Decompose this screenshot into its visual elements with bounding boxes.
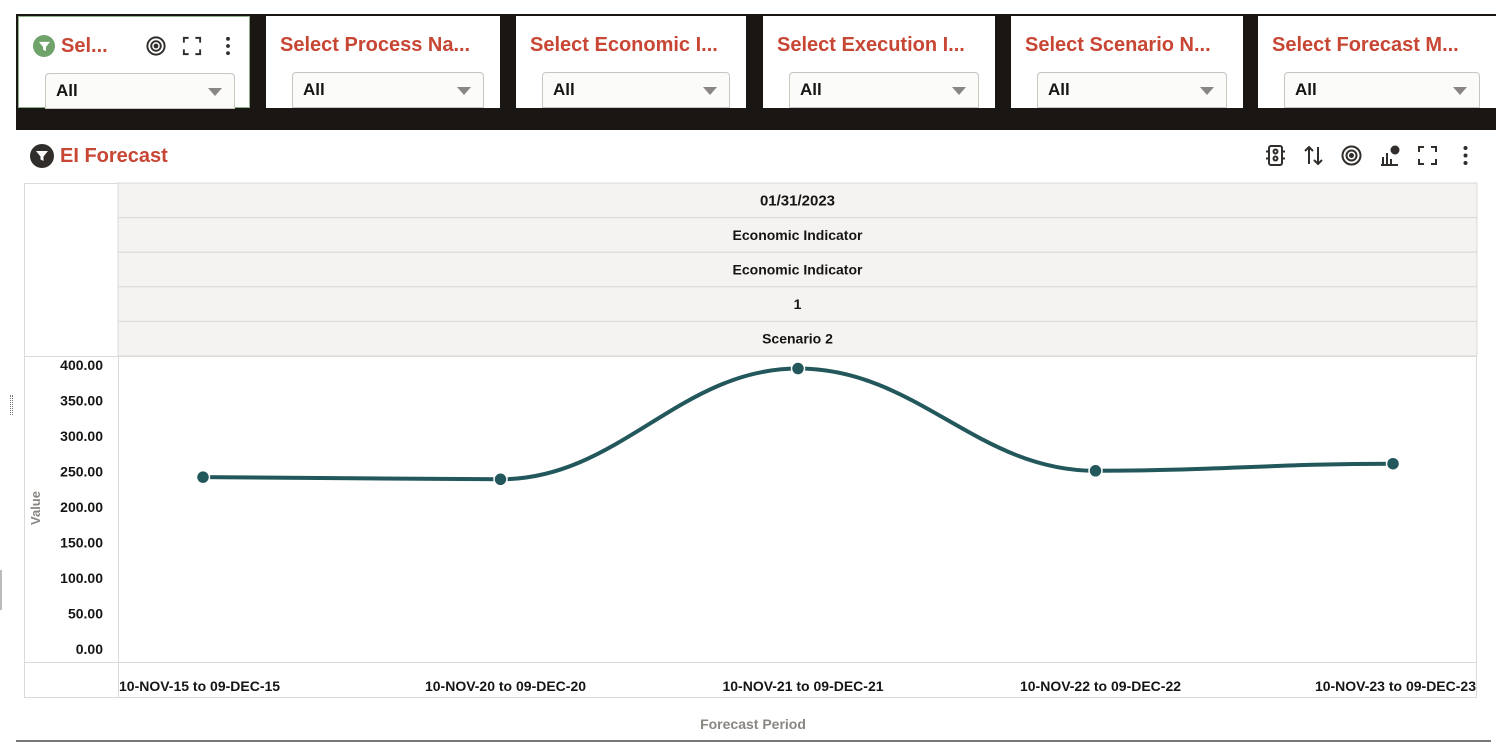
- x-tick-label: 10-NOV-22 to 09-DEC-22: [1020, 678, 1181, 694]
- x-tick-label: 10-NOV-20 to 09-DEC-20: [425, 678, 586, 694]
- filter-select[interactable]: All: [789, 72, 979, 108]
- header-cell: [117, 251, 1478, 288]
- filter-select-value: All: [1295, 80, 1317, 99]
- x-axis-title: Forecast Period: [700, 716, 806, 732]
- filter-select-value: All: [800, 80, 822, 99]
- legend-icon[interactable]: [1264, 144, 1287, 167]
- header-label: 01/31/2023: [760, 192, 835, 209]
- y-tick-label: 400.00: [60, 357, 103, 373]
- x-tick-label: 10-NOV-15 to 09-DEC-15: [119, 678, 280, 694]
- x-tick-label: 10-NOV-21 to 09-DEC-21: [722, 678, 883, 694]
- y-tick-label: 300.00: [60, 428, 103, 444]
- y-tick-label: 250.00: [60, 464, 103, 480]
- y-tick-label: 100.00: [60, 570, 103, 586]
- x-tick-label: 10-NOV-23 to 09-DEC-23: [1315, 678, 1476, 694]
- chevron-down-icon[interactable]: [1453, 87, 1467, 95]
- y-axis-title: Value: [28, 491, 43, 525]
- y-tick-label: 200.00: [60, 499, 103, 515]
- data-point: [195, 469, 211, 485]
- left-edge-handle: [0, 570, 2, 610]
- filter-card-6: Select Forecast M... All: [1258, 16, 1496, 108]
- data-point: [493, 472, 508, 487]
- data-point: [1385, 456, 1401, 471]
- chevron-down-icon[interactable]: [208, 88, 222, 96]
- filter-card-2: Select Process Na... All: [266, 16, 500, 108]
- filter-card-tools: [145, 35, 239, 57]
- filter-card-4: Select Execution I... All: [763, 16, 995, 108]
- panel-title: EI Forecast: [60, 144, 168, 167]
- filter-select-value: All: [303, 80, 325, 99]
- target-icon[interactable]: [1340, 144, 1363, 167]
- header-cell: [117, 217, 1478, 253]
- filter-select[interactable]: All: [292, 72, 484, 108]
- filter-funnel-icon[interactable]: [30, 144, 54, 168]
- data-point: [790, 361, 806, 376]
- y-tick-label: 150.00: [60, 535, 103, 551]
- y-tick-label: 350.00: [60, 393, 103, 409]
- panel-toolbar: [1264, 144, 1477, 167]
- filter-select-value: All: [1048, 80, 1070, 99]
- header-label: Economic Indicator: [733, 227, 863, 243]
- header-label: Scenario 2: [762, 331, 833, 347]
- fullscreen-icon[interactable]: [1416, 144, 1439, 167]
- filter-card-5: Select Scenario N... All: [1011, 16, 1243, 108]
- chevron-down-icon[interactable]: [457, 87, 471, 95]
- filter-select[interactable]: All: [1284, 72, 1480, 108]
- filter-select-value: All: [553, 80, 575, 99]
- header-label: Economic Indicator: [733, 262, 863, 278]
- data-point: [1088, 463, 1103, 479]
- series-line: [202, 366, 1394, 482]
- header-cell: [117, 286, 1478, 322]
- header-cell: [117, 182, 1478, 219]
- y-tick-label: 50.00: [68, 606, 103, 622]
- fullscreen-icon[interactable]: [181, 35, 203, 57]
- filter-select-value: All: [56, 81, 78, 100]
- panel-header: EI Forecast: [30, 144, 168, 168]
- sort-icon[interactable]: [1302, 144, 1325, 167]
- filter-select[interactable]: All: [45, 73, 235, 109]
- filter-strip: Sel... All Select Process Na... All Select E…: [16, 14, 1496, 130]
- filter-card-1: Sel... All: [18, 16, 250, 109]
- filter-card-header: Sel...: [33, 33, 239, 59]
- more-icon[interactable]: [217, 35, 239, 57]
- y-tick-label: 0.00: [76, 641, 103, 657]
- filter-card-3: Select Economic I... All: [516, 16, 746, 108]
- chart-type-icon[interactable]: [1378, 144, 1401, 167]
- filter-select[interactable]: All: [1037, 72, 1227, 108]
- chevron-down-icon[interactable]: [952, 87, 966, 95]
- target-icon[interactable]: [145, 35, 167, 57]
- more-icon[interactable]: [1454, 144, 1477, 167]
- header-label: 1: [794, 296, 802, 312]
- chevron-down-icon[interactable]: [703, 87, 717, 95]
- resize-grip[interactable]: [10, 395, 13, 415]
- filter-funnel-icon[interactable]: [33, 35, 55, 57]
- filter-select[interactable]: All: [542, 72, 730, 108]
- chevron-down-icon[interactable]: [1200, 87, 1214, 95]
- header-cell: [117, 320, 1478, 357]
